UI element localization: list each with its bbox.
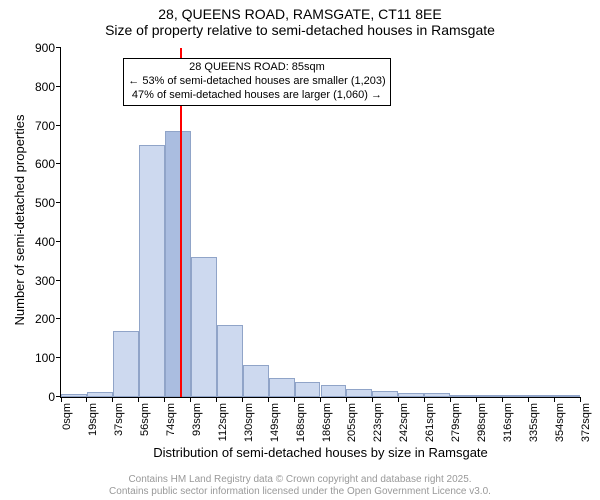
x-tick-label: 261sqm <box>424 403 436 442</box>
x-tick <box>86 397 87 402</box>
y-tick <box>56 86 61 87</box>
x-tick-label: 93sqm <box>191 403 203 436</box>
x-tick-label: 37sqm <box>113 403 125 436</box>
y-tick-label: 700 <box>35 119 55 133</box>
histogram-bar <box>165 131 191 397</box>
y-tick <box>56 125 61 126</box>
plot-area: Distribution of semi-detached houses by … <box>60 48 580 398</box>
annotation-line: ← 53% of semi-detached houses are smalle… <box>128 75 385 89</box>
chart-container: 28, QUEENS ROAD, RAMSGATE, CT11 8EE Size… <box>0 0 600 500</box>
y-tick-label: 400 <box>35 235 55 249</box>
y-tick-label: 800 <box>35 80 55 94</box>
x-tick-label: 19sqm <box>87 403 99 436</box>
y-tick <box>56 202 61 203</box>
x-tick <box>268 397 269 402</box>
y-tick-label: 100 <box>35 351 55 365</box>
x-tick-label: 335sqm <box>528 403 540 442</box>
histogram-bar <box>424 393 450 397</box>
x-tick-label: 316sqm <box>502 403 514 442</box>
y-tick <box>56 318 61 319</box>
annotation-line: 28 QUEENS ROAD: 85sqm <box>128 61 385 75</box>
x-tick <box>528 397 529 402</box>
y-axis-title: Number of semi-detached properties <box>12 115 27 326</box>
x-tick <box>138 397 139 402</box>
x-tick-label: 56sqm <box>139 403 151 436</box>
chart-title-main: 28, QUEENS ROAD, RAMSGATE, CT11 8EE <box>0 0 600 22</box>
x-tick <box>190 397 191 402</box>
x-tick-label: 112sqm <box>217 403 229 441</box>
y-tick <box>56 280 61 281</box>
annotation-line: 47% of semi-detached houses are larger (… <box>128 89 385 103</box>
x-tick-label: 372sqm <box>580 403 592 442</box>
histogram-bar <box>191 257 217 397</box>
annotation-box: 28 QUEENS ROAD: 85sqm← 53% of semi-detac… <box>123 58 390 105</box>
histogram-bar <box>476 395 502 397</box>
histogram-bar <box>398 393 424 397</box>
histogram-bar <box>61 394 87 397</box>
y-tick-label: 0 <box>48 390 55 404</box>
x-tick <box>502 397 503 402</box>
x-axis-title: Distribution of semi-detached houses by … <box>61 445 580 460</box>
x-tick-label: 279sqm <box>450 403 462 442</box>
x-tick-label: 74sqm <box>165 403 177 436</box>
x-tick <box>320 397 321 402</box>
x-tick <box>216 397 217 402</box>
x-tick-label: 242sqm <box>398 403 410 442</box>
y-tick <box>56 241 61 242</box>
histogram-bar <box>502 395 528 397</box>
x-tick-label: 130sqm <box>243 403 255 442</box>
x-tick <box>450 397 451 402</box>
x-tick <box>372 397 373 402</box>
y-tick <box>56 47 61 48</box>
x-tick <box>580 397 581 402</box>
histogram-bar <box>87 392 113 397</box>
x-tick <box>398 397 399 402</box>
histogram-bar <box>450 395 476 397</box>
y-tick-label: 600 <box>35 157 55 171</box>
histogram-bar <box>269 378 295 397</box>
chart-title-sub: Size of property relative to semi-detach… <box>0 22 600 38</box>
histogram-bar <box>113 331 139 397</box>
x-tick-label: 205sqm <box>346 403 358 442</box>
y-tick <box>56 163 61 164</box>
x-tick <box>476 397 477 402</box>
x-tick-label: 168sqm <box>295 403 307 442</box>
histogram-bar <box>217 325 243 397</box>
x-tick-label: 223sqm <box>372 403 384 442</box>
histogram-bar <box>139 145 165 397</box>
histogram-bar <box>346 389 372 397</box>
x-tick <box>346 397 347 402</box>
histogram-bar <box>372 391 398 397</box>
x-tick <box>61 397 62 402</box>
footer-attribution: Contains HM Land Registry data © Crown c… <box>0 474 600 498</box>
x-tick-label: 298sqm <box>476 403 488 442</box>
histogram-bar <box>243 365 269 397</box>
footer-line-1: Contains HM Land Registry data © Crown c… <box>0 474 600 486</box>
x-tick <box>164 397 165 402</box>
histogram-bar <box>528 395 554 397</box>
x-tick <box>424 397 425 402</box>
histogram-bar <box>554 395 580 397</box>
x-tick-label: 186sqm <box>321 403 333 442</box>
y-tick-label: 500 <box>35 196 55 210</box>
y-tick-label: 300 <box>35 274 55 288</box>
x-tick <box>242 397 243 402</box>
x-tick <box>294 397 295 402</box>
x-tick-label: 0sqm <box>61 403 73 430</box>
y-tick-label: 900 <box>35 41 55 55</box>
histogram-bar <box>295 382 321 398</box>
x-tick-label: 149sqm <box>269 403 281 442</box>
histogram-bar <box>321 385 347 397</box>
y-tick <box>56 357 61 358</box>
footer-line-2: Contains public sector information licen… <box>0 486 600 498</box>
x-tick <box>554 397 555 402</box>
x-tick-label: 354sqm <box>554 403 566 442</box>
x-tick <box>112 397 113 402</box>
y-tick-label: 200 <box>35 312 55 326</box>
